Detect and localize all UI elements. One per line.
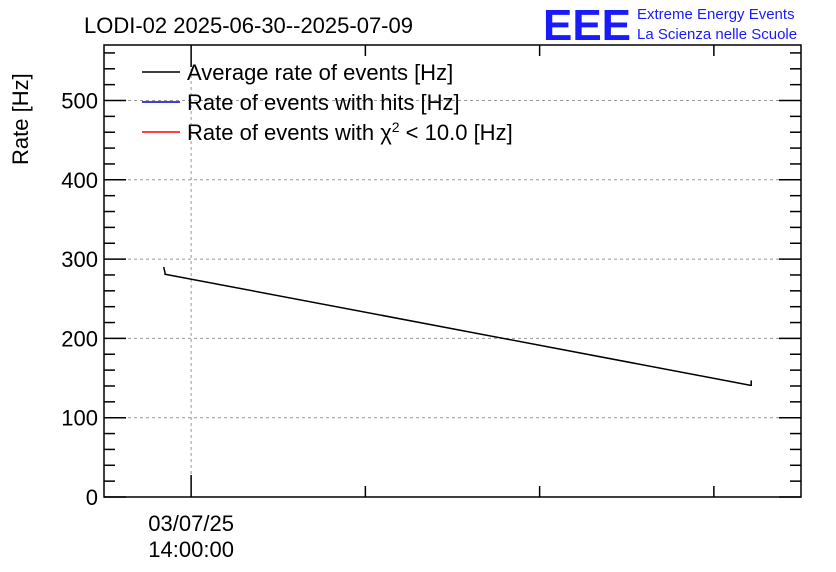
grid (104, 45, 801, 497)
y-tick-label: 0 (86, 485, 98, 510)
legend-entry: Rate of events with hits [Hz] (187, 90, 460, 115)
legend: Average rate of events [Hz] Rate of event… (142, 60, 513, 145)
y-tick-label: 300 (61, 247, 98, 272)
y-axis-label: Rate [Hz] (8, 73, 33, 165)
x-tick-label-date: 03/07/25 (148, 511, 234, 536)
x-tick-label-time: 14:00:00 (148, 537, 234, 562)
chart-title: LODI-02 2025-06-30--2025-07-09 (84, 13, 413, 38)
y-tick-label: 200 (61, 326, 98, 351)
y-tick-label: 400 (61, 168, 98, 193)
eee-logo: EEE (543, 1, 631, 50)
series-lines (162, 266, 752, 386)
plot-frame (103, 44, 802, 498)
brand-logo: EEE Extreme Energy Events La Scienza nel… (543, 1, 797, 50)
legend-entry: Average rate of events [Hz] (187, 60, 453, 85)
brand-line-2: La Scienza nelle Scuole (637, 26, 797, 43)
series-line-0 (162, 266, 752, 386)
legend-entry: Rate of events with χ2 < 10.0 [Hz] (187, 119, 513, 145)
axes: 010020030040050003/07/2514:00:0007/07/25… (61, 44, 802, 562)
brand-line-1: Extreme Energy Events (637, 6, 795, 23)
y-tick-label: 500 (61, 89, 98, 114)
y-tick-label: 100 (61, 406, 98, 431)
